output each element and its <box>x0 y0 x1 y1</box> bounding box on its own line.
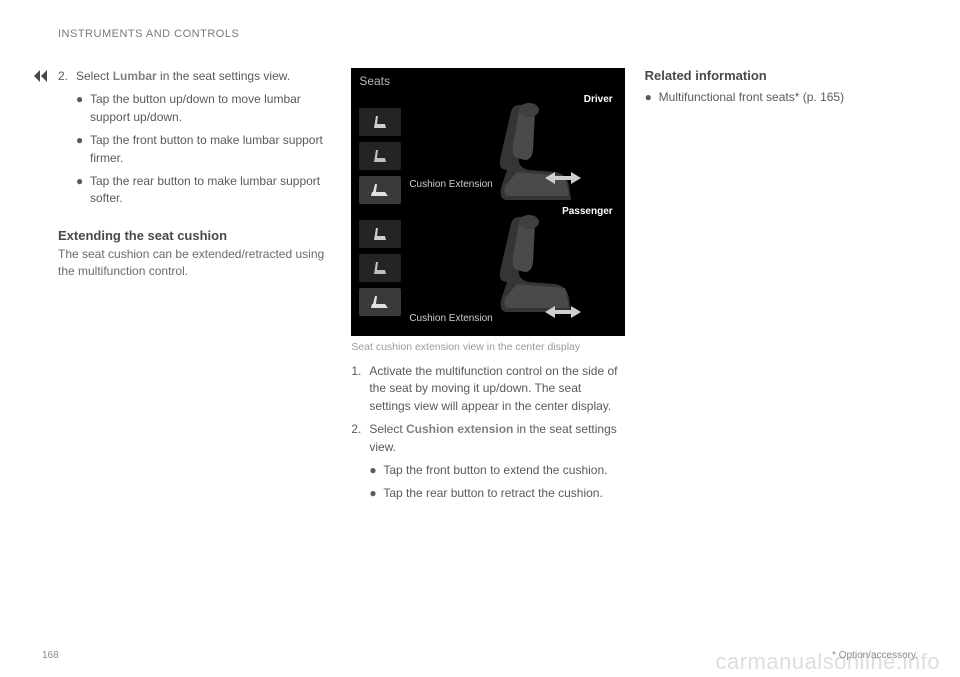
page: INSTRUMENTS AND CONTROLS 2. Select Lumba… <box>0 0 960 677</box>
extending-paragraph: The seat cushion can be extended/retract… <box>58 246 331 281</box>
bullet-dot: ● <box>369 462 383 479</box>
figure-title: Seats <box>359 74 390 88</box>
bullet: ●Tap the rear button to retract the cush… <box>369 485 624 502</box>
bullet-dot: ● <box>76 173 90 208</box>
step-1: 1. Activate the multifunction control on… <box>351 363 624 415</box>
page-number: 168 <box>42 650 59 661</box>
cushion-bullets: ●Tap the front button to extend the cush… <box>369 462 624 503</box>
bullet-text: Tap the front button to extend the cushi… <box>383 462 607 479</box>
section-header: INSTRUMENTS AND CONTROLS <box>58 28 918 40</box>
related-info-heading: Related information <box>645 68 918 83</box>
seat-render-driver <box>477 100 597 210</box>
figure-panel-passenger: Passenger Cushion Extension <box>351 202 624 336</box>
passenger-icon-column <box>359 220 401 322</box>
step-number: 1. <box>351 363 369 415</box>
step-2: 2. Select Lumbar in the seat settings vi… <box>58 68 331 214</box>
extend-arrows-icon <box>543 302 583 322</box>
lumbar-bullets: ●Tap the button up/down to move lumbar s… <box>76 91 331 207</box>
column-1: 2. Select Lumbar in the seat settings vi… <box>58 68 331 515</box>
seat-icon <box>359 142 401 170</box>
step-tail: in the seat settings view. <box>157 69 290 83</box>
seat-icon <box>359 108 401 136</box>
seat-icon <box>359 254 401 282</box>
bullet-text: Tap the rear button to make lumbar suppo… <box>90 173 331 208</box>
figure-caption: Seat cushion extension view in the cente… <box>351 341 624 353</box>
continuation-icon <box>32 70 48 82</box>
step-2: 2. Select Cushion extension in the seat … <box>351 421 624 509</box>
figure-panel-driver: Driver Cushion Extension <box>351 90 624 202</box>
bullet: ●Tap the button up/down to move lumbar s… <box>76 91 331 126</box>
seat-settings-figure: Seats Driver Cushion Extension <box>351 68 624 336</box>
bullet: ●Tap the front button to extend the cush… <box>369 462 624 479</box>
cushion-extension-icon <box>359 176 401 204</box>
step-strong: Lumbar <box>113 69 157 83</box>
step-strong: Cushion extension <box>406 422 513 436</box>
cushion-extension-icon <box>359 288 401 316</box>
subheading-extending: Extending the seat cushion <box>58 228 331 243</box>
watermark: carmanualsonline.info <box>715 649 940 675</box>
bullet-dot: ● <box>645 89 659 106</box>
columns: 2. Select Lumbar in the seat settings vi… <box>58 68 918 515</box>
step-number: 2. <box>58 68 76 214</box>
step-body: Select Lumbar in the seat settings view.… <box>76 68 331 214</box>
bullet-text: Multifunctional front seats* (p. 165) <box>659 89 844 106</box>
driver-icon-column <box>359 108 401 210</box>
seat-icon <box>359 220 401 248</box>
bullet: ●Tap the front button to make lumbar sup… <box>76 132 331 167</box>
step-lead: Select <box>76 69 113 83</box>
extend-arrows-icon <box>543 168 583 188</box>
bullet: ●Multifunctional front seats* (p. 165) <box>645 89 918 106</box>
step-body: Select Cushion extension in the seat set… <box>369 421 624 509</box>
column-3: Related information ●Multifunctional fro… <box>645 68 918 515</box>
step-number: 2. <box>351 421 369 509</box>
cushion-steps: 1. Activate the multifunction control on… <box>351 363 624 509</box>
step-lead: Select <box>369 422 406 436</box>
bullet-dot: ● <box>76 132 90 167</box>
column-2: Seats Driver Cushion Extension <box>351 68 624 515</box>
bullet-text: Tap the button up/down to move lumbar su… <box>90 91 331 126</box>
related-info-list: ●Multifunctional front seats* (p. 165) <box>645 89 918 106</box>
bullet-dot: ● <box>76 91 90 126</box>
lumbar-steps: 2. Select Lumbar in the seat settings vi… <box>58 68 331 214</box>
bullet-dot: ● <box>369 485 383 502</box>
step-body: Activate the multifunction control on th… <box>369 363 624 415</box>
bullet-text: Tap the rear button to retract the cushi… <box>383 485 602 502</box>
bullet: ●Tap the rear button to make lumbar supp… <box>76 173 331 208</box>
bullet-text: Tap the front button to make lumbar supp… <box>90 132 331 167</box>
